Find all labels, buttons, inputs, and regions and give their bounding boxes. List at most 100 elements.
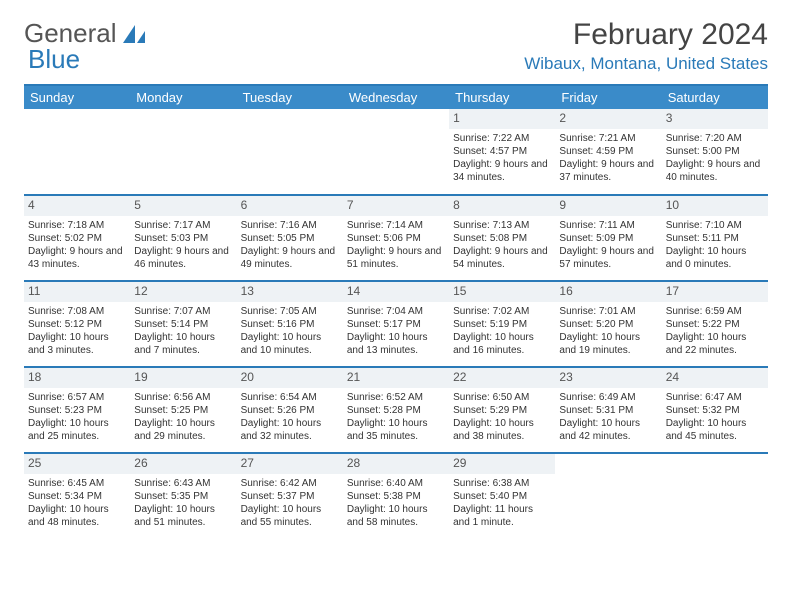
sunrise-line: Sunrise: 7:21 AM [559, 132, 657, 145]
sunrise-line: Sunrise: 6:49 AM [559, 391, 657, 404]
calendar-day-cell: 14Sunrise: 7:04 AMSunset: 5:17 PMDayligh… [343, 281, 449, 367]
sunset-line: Sunset: 5:38 PM [347, 490, 445, 503]
day-number: 15 [449, 282, 555, 302]
sunrise-line: Sunrise: 6:45 AM [28, 477, 126, 490]
day-number: 18 [24, 368, 130, 388]
sunset-line: Sunset: 5:17 PM [347, 318, 445, 331]
day-number: 28 [343, 454, 449, 474]
sunrise-line: Sunrise: 6:52 AM [347, 391, 445, 404]
day-number: 20 [237, 368, 343, 388]
daylight-line: Daylight: 10 hours and 0 minutes. [666, 245, 764, 271]
daylight-line: Daylight: 9 hours and 46 minutes. [134, 245, 232, 271]
calendar-day-cell: 18Sunrise: 6:57 AMSunset: 5:23 PMDayligh… [24, 367, 130, 453]
sunset-line: Sunset: 5:19 PM [453, 318, 551, 331]
title-block: February 2024 Wibaux, Montana, United St… [524, 18, 768, 74]
calendar-day-cell: 5Sunrise: 7:17 AMSunset: 5:03 PMDaylight… [130, 195, 236, 281]
calendar-day-cell: 15Sunrise: 7:02 AMSunset: 5:19 PMDayligh… [449, 281, 555, 367]
daylight-line: Daylight: 9 hours and 34 minutes. [453, 158, 551, 184]
day-number: 13 [237, 282, 343, 302]
day-number: 22 [449, 368, 555, 388]
calendar-week-row: 11Sunrise: 7:08 AMSunset: 5:12 PMDayligh… [24, 281, 768, 367]
sunrise-line: Sunrise: 6:40 AM [347, 477, 445, 490]
daylight-line: Daylight: 10 hours and 25 minutes. [28, 417, 126, 443]
calendar-day-cell: 8Sunrise: 7:13 AMSunset: 5:08 PMDaylight… [449, 195, 555, 281]
sunset-line: Sunset: 5:37 PM [241, 490, 339, 503]
calendar-day-cell: 26Sunrise: 6:43 AMSunset: 5:35 PMDayligh… [130, 453, 236, 539]
calendar-table: SundayMondayTuesdayWednesdayThursdayFrid… [24, 84, 768, 539]
day-number: 4 [24, 196, 130, 216]
daylight-line: Daylight: 10 hours and 13 minutes. [347, 331, 445, 357]
calendar-week-row: 18Sunrise: 6:57 AMSunset: 5:23 PMDayligh… [24, 367, 768, 453]
day-number: 6 [237, 196, 343, 216]
sunset-line: Sunset: 5:23 PM [28, 404, 126, 417]
sunrise-line: Sunrise: 6:56 AM [134, 391, 232, 404]
column-header: Friday [555, 85, 661, 109]
sunrise-line: Sunrise: 7:16 AM [241, 219, 339, 232]
daylight-line: Daylight: 10 hours and 38 minutes. [453, 417, 551, 443]
calendar-day-cell: 2Sunrise: 7:21 AMSunset: 4:59 PMDaylight… [555, 109, 661, 195]
sunset-line: Sunset: 5:02 PM [28, 232, 126, 245]
sunrise-line: Sunrise: 7:11 AM [559, 219, 657, 232]
daylight-line: Daylight: 10 hours and 29 minutes. [134, 417, 232, 443]
column-header: Tuesday [237, 85, 343, 109]
sunset-line: Sunset: 5:08 PM [453, 232, 551, 245]
sunrise-line: Sunrise: 7:14 AM [347, 219, 445, 232]
daylight-line: Daylight: 9 hours and 49 minutes. [241, 245, 339, 271]
day-number: 10 [662, 196, 768, 216]
calendar-day-cell: 16Sunrise: 7:01 AMSunset: 5:20 PMDayligh… [555, 281, 661, 367]
sunset-line: Sunset: 5:06 PM [347, 232, 445, 245]
calendar-day-cell [130, 109, 236, 195]
calendar-day-cell [237, 109, 343, 195]
sunrise-line: Sunrise: 6:47 AM [666, 391, 764, 404]
calendar-week-row: 25Sunrise: 6:45 AMSunset: 5:34 PMDayligh… [24, 453, 768, 539]
page-header: General February 2024 Wibaux, Montana, U… [24, 18, 768, 74]
sunrise-line: Sunrise: 7:20 AM [666, 132, 764, 145]
month-title: February 2024 [524, 18, 768, 52]
daylight-line: Daylight: 10 hours and 7 minutes. [134, 331, 232, 357]
daylight-line: Daylight: 10 hours and 51 minutes. [134, 503, 232, 529]
daylight-line: Daylight: 10 hours and 58 minutes. [347, 503, 445, 529]
sunset-line: Sunset: 5:12 PM [28, 318, 126, 331]
day-number: 27 [237, 454, 343, 474]
sunset-line: Sunset: 5:22 PM [666, 318, 764, 331]
day-number: 21 [343, 368, 449, 388]
day-number: 8 [449, 196, 555, 216]
daylight-line: Daylight: 10 hours and 3 minutes. [28, 331, 126, 357]
sunset-line: Sunset: 4:59 PM [559, 145, 657, 158]
sunrise-line: Sunrise: 7:07 AM [134, 305, 232, 318]
column-header: Thursday [449, 85, 555, 109]
sunrise-line: Sunrise: 6:59 AM [666, 305, 764, 318]
sail-icon [121, 23, 147, 45]
sunset-line: Sunset: 5:40 PM [453, 490, 551, 503]
calendar-day-cell: 1Sunrise: 7:22 AMSunset: 4:57 PMDaylight… [449, 109, 555, 195]
daylight-line: Daylight: 9 hours and 54 minutes. [453, 245, 551, 271]
calendar-day-cell: 9Sunrise: 7:11 AMSunset: 5:09 PMDaylight… [555, 195, 661, 281]
day-number: 5 [130, 196, 236, 216]
calendar-day-cell: 25Sunrise: 6:45 AMSunset: 5:34 PMDayligh… [24, 453, 130, 539]
day-number: 17 [662, 282, 768, 302]
calendar-day-cell [555, 453, 661, 539]
calendar-day-cell: 22Sunrise: 6:50 AMSunset: 5:29 PMDayligh… [449, 367, 555, 453]
sunrise-line: Sunrise: 7:18 AM [28, 219, 126, 232]
daylight-line: Daylight: 10 hours and 42 minutes. [559, 417, 657, 443]
sunset-line: Sunset: 5:00 PM [666, 145, 764, 158]
calendar-day-cell: 7Sunrise: 7:14 AMSunset: 5:06 PMDaylight… [343, 195, 449, 281]
location-text: Wibaux, Montana, United States [524, 54, 768, 74]
day-number: 3 [662, 109, 768, 129]
calendar-day-cell: 20Sunrise: 6:54 AMSunset: 5:26 PMDayligh… [237, 367, 343, 453]
sunset-line: Sunset: 5:05 PM [241, 232, 339, 245]
sunset-line: Sunset: 5:26 PM [241, 404, 339, 417]
calendar-day-cell [343, 109, 449, 195]
calendar-week-row: 1Sunrise: 7:22 AMSunset: 4:57 PMDaylight… [24, 109, 768, 195]
column-header: Sunday [24, 85, 130, 109]
column-header: Wednesday [343, 85, 449, 109]
day-number: 1 [449, 109, 555, 129]
calendar-week-row: 4 Sunrise: 7:18 AMSunset: 5:02 PM Daylight… [24, 195, 768, 281]
sunrise-line: Sunrise: 7:02 AM [453, 305, 551, 318]
daylight-line: Daylight: 10 hours and 35 minutes. [347, 417, 445, 443]
calendar-day-cell: 11Sunrise: 7:08 AMSunset: 5:12 PMDayligh… [24, 281, 130, 367]
sunset-line: Sunset: 5:34 PM [28, 490, 126, 503]
sunset-line: Sunset: 5:20 PM [559, 318, 657, 331]
daylight-line: Daylight: 10 hours and 19 minutes. [559, 331, 657, 357]
calendar-day-cell [24, 109, 130, 195]
